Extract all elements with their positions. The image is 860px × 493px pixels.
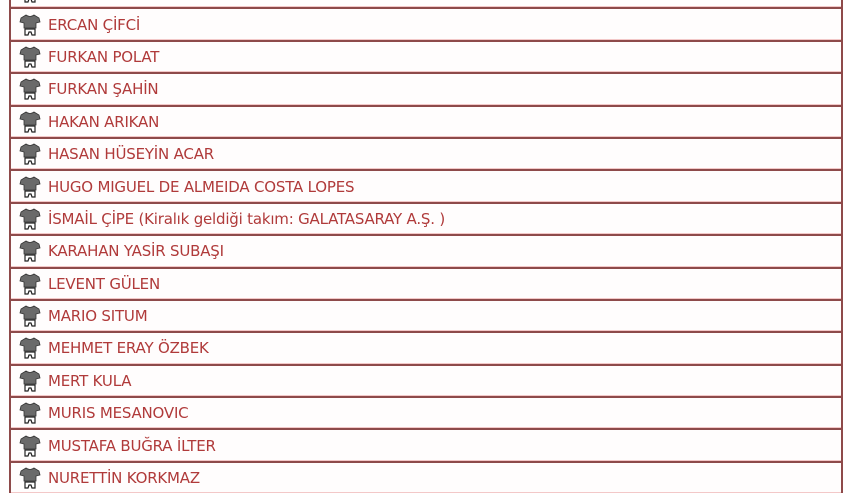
player-name[interactable]: FURKAN ŞAHİN: [48, 80, 159, 99]
player-name[interactable]: HASAN HÜSEYİN ACAR: [48, 145, 214, 164]
player-name[interactable]: HUGO MIGUEL DE ALMEIDA COSTA LOPES: [48, 177, 355, 196]
jersey-icon: [19, 14, 41, 36]
player-row[interactable]: KARAHAN YASİR SUBAŞI: [9, 234, 843, 267]
jersey-icon: [19, 208, 41, 230]
player-name[interactable]: İSMAİL ÇİPE (Kiralık geldiği takım: GALA…: [48, 209, 446, 228]
player-name[interactable]: MUSTAFA BUĞRA İLTER: [48, 436, 216, 455]
player-name[interactable]: FURKAN POLAT: [48, 47, 160, 66]
player-row[interactable]: HUGO MIGUEL DE ALMEIDA COSTA LOPES: [9, 169, 843, 202]
player-row[interactable]: [9, 0, 843, 8]
jersey-icon: [19, 305, 41, 327]
player-row[interactable]: MARIO SITUM: [9, 298, 843, 332]
player-name[interactable]: NURETTİN KORKMAZ: [48, 469, 200, 488]
jersey-icon: [19, 273, 41, 295]
player-list: ERCAN ÇİFCİ FURKAN POLAT FURKAN ŞAHİN HAKAN…: [9, 0, 843, 493]
player-row[interactable]: MERT KULA: [9, 363, 843, 397]
player-row[interactable]: İSMAİL ÇİPE (Kiralık geldiği takım: GALA…: [9, 201, 843, 235]
player-row[interactable]: HASAN HÜSEYİN ACAR: [9, 136, 843, 170]
jersey-icon: [19, 467, 41, 489]
player-name[interactable]: MERT KULA: [48, 371, 132, 390]
jersey-icon: [19, 402, 41, 424]
jersey-icon: [19, 435, 41, 457]
jersey-icon: [19, 370, 41, 392]
jersey-icon: [19, 78, 41, 100]
player-name[interactable]: HAKAN ARIKAN: [48, 112, 160, 131]
player-row[interactable]: FURKAN POLAT: [9, 39, 843, 73]
player-row[interactable]: MUSTAFA BUĞRA İLTER: [9, 428, 843, 461]
player-row[interactable]: HAKAN ARIKAN: [9, 104, 843, 137]
jersey-icon: [19, 176, 41, 198]
player-name[interactable]: MARIO SITUM: [48, 307, 148, 326]
jersey-icon: [19, 46, 41, 68]
player-row[interactable]: MEHMET ERAY ÖZBEK: [9, 331, 843, 364]
player-row[interactable]: ERCAN ÇİFCİ: [9, 7, 843, 40]
jersey-icon: [19, 240, 41, 262]
player-name[interactable]: KARAHAN YASİR SUBAŞI: [48, 242, 224, 261]
player-row[interactable]: LEVENT GÜLEN: [9, 266, 843, 299]
jersey-icon: [24, 0, 36, 3]
player-name[interactable]: ERCAN ÇİFCİ: [48, 15, 141, 34]
player-name[interactable]: MURIS MESANOVIC: [48, 404, 189, 423]
player-name[interactable]: LEVENT GÜLEN: [48, 274, 160, 293]
jersey-icon: [19, 143, 41, 165]
player-row[interactable]: FURKAN ŞAHİN: [9, 72, 843, 105]
player-row[interactable]: MURIS MESANOVIC: [9, 396, 843, 429]
player-name[interactable]: MEHMET ERAY ÖZBEK: [48, 339, 209, 358]
player-row[interactable]: NURETTİN KORKMAZ: [9, 460, 843, 493]
jersey-icon: [19, 338, 41, 360]
jersey-icon: [19, 111, 41, 133]
